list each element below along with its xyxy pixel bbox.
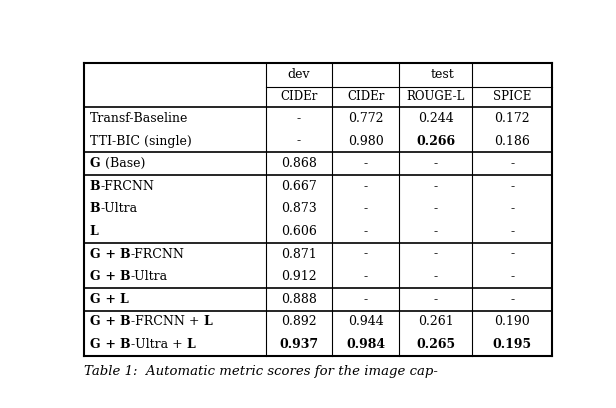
Text: 0.871: 0.871	[281, 248, 317, 261]
Text: B: B	[120, 338, 131, 351]
Text: -: -	[434, 180, 438, 193]
Text: B: B	[120, 270, 131, 283]
Text: 0.772: 0.772	[348, 112, 384, 125]
Text: -FRCNN: -FRCNN	[100, 180, 155, 193]
Text: G: G	[90, 315, 100, 328]
Text: 0.265: 0.265	[416, 338, 455, 351]
Text: +: +	[100, 248, 120, 261]
Text: -: -	[364, 270, 368, 283]
Text: -: -	[434, 225, 438, 238]
Text: -: -	[364, 293, 368, 306]
Text: G: G	[90, 270, 100, 283]
Text: -: -	[434, 202, 438, 215]
Text: -: -	[510, 180, 514, 193]
Text: 0.606: 0.606	[281, 225, 317, 238]
Text: B: B	[90, 180, 100, 193]
Text: Transf-Baseline: Transf-Baseline	[90, 112, 188, 125]
Text: ROUGE-L: ROUGE-L	[407, 90, 465, 103]
Text: +: +	[100, 315, 120, 328]
Text: 0.266: 0.266	[416, 135, 455, 148]
Text: -: -	[510, 225, 514, 238]
Text: L: L	[90, 225, 99, 238]
Text: 0.667: 0.667	[281, 180, 317, 193]
Text: 0.873: 0.873	[281, 202, 317, 215]
Text: -FRCNN: -FRCNN	[131, 248, 184, 261]
Text: -: -	[434, 157, 438, 170]
Text: -: -	[510, 248, 514, 261]
Text: -: -	[364, 180, 368, 193]
Text: 0.944: 0.944	[348, 315, 384, 328]
Text: B: B	[90, 202, 100, 215]
Text: 0.868: 0.868	[281, 157, 317, 170]
Text: 0.937: 0.937	[280, 338, 318, 351]
Text: -: -	[510, 157, 514, 170]
Text: SPICE: SPICE	[493, 90, 532, 103]
Text: 0.190: 0.190	[494, 315, 530, 328]
Text: -: -	[364, 202, 368, 215]
Text: 0.172: 0.172	[494, 112, 530, 125]
Text: +: +	[100, 338, 120, 351]
Text: +: +	[100, 270, 120, 283]
Text: L: L	[203, 315, 212, 328]
Text: 0.195: 0.195	[493, 338, 532, 351]
Text: -: -	[364, 248, 368, 261]
Text: test: test	[431, 69, 454, 81]
Text: CIDEr: CIDEr	[347, 90, 384, 103]
Text: 0.261: 0.261	[418, 315, 453, 328]
Text: Table 1:  Automatic metric scores for the image cap-: Table 1: Automatic metric scores for the…	[84, 365, 438, 378]
Text: -Ultra +: -Ultra +	[131, 338, 186, 351]
Text: CIDEr: CIDEr	[280, 90, 318, 103]
Text: -: -	[434, 248, 438, 261]
Text: -: -	[297, 112, 301, 125]
Text: L: L	[120, 293, 129, 306]
Text: G: G	[90, 293, 100, 306]
Text: +: +	[100, 293, 120, 306]
Text: -: -	[510, 293, 514, 306]
Text: -FRCNN +: -FRCNN +	[131, 315, 203, 328]
Text: dev: dev	[288, 69, 310, 81]
Text: 0.892: 0.892	[281, 315, 317, 328]
Text: 0.912: 0.912	[281, 270, 317, 283]
Text: -: -	[434, 293, 438, 306]
Text: G: G	[90, 248, 100, 261]
Text: -Ultra: -Ultra	[100, 202, 137, 215]
Text: B: B	[120, 315, 131, 328]
Text: B: B	[120, 248, 131, 261]
Text: -: -	[434, 270, 438, 283]
Text: 0.984: 0.984	[346, 338, 386, 351]
Text: 0.980: 0.980	[348, 135, 384, 148]
Text: TTI-BIC (single): TTI-BIC (single)	[90, 135, 192, 148]
Text: G: G	[90, 157, 100, 170]
Text: -: -	[297, 135, 301, 148]
Text: G: G	[90, 338, 100, 351]
Text: 0.888: 0.888	[281, 293, 317, 306]
Text: 0.186: 0.186	[494, 135, 530, 148]
Text: -: -	[510, 202, 514, 215]
Text: -: -	[364, 157, 368, 170]
Text: L: L	[186, 338, 195, 351]
Text: -Ultra: -Ultra	[131, 270, 168, 283]
Text: -: -	[510, 270, 514, 283]
Text: 0.244: 0.244	[418, 112, 453, 125]
Text: (Base): (Base)	[100, 157, 145, 170]
Text: -: -	[364, 225, 368, 238]
